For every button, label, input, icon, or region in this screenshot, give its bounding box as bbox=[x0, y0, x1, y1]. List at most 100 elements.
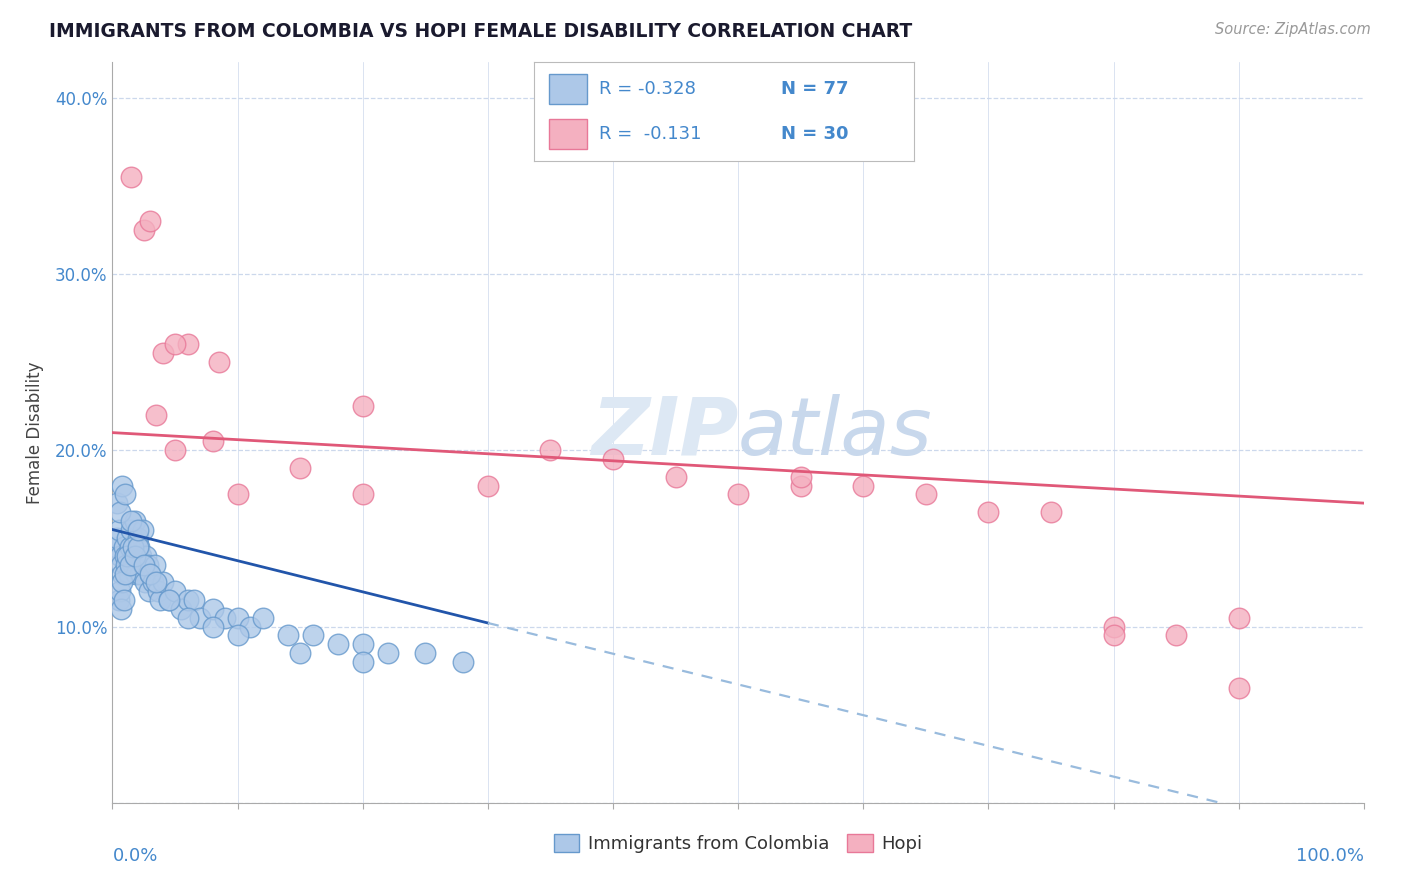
Point bbox=[129, 566, 152, 581]
Point bbox=[105, 540, 128, 554]
Point bbox=[413, 646, 436, 660]
Point bbox=[1227, 681, 1250, 696]
Point bbox=[163, 337, 186, 351]
Point bbox=[183, 593, 205, 607]
Point bbox=[120, 514, 142, 528]
Point bbox=[132, 558, 155, 572]
Point bbox=[118, 540, 141, 554]
Point bbox=[226, 628, 249, 642]
Point bbox=[114, 549, 136, 563]
Point bbox=[120, 523, 142, 537]
Point bbox=[477, 478, 499, 492]
Point bbox=[664, 469, 686, 483]
Point bbox=[727, 487, 749, 501]
Point bbox=[107, 532, 129, 546]
Point bbox=[146, 584, 169, 599]
Point bbox=[915, 487, 938, 501]
Y-axis label: Female Disability: Female Disability bbox=[25, 361, 44, 504]
Point bbox=[538, 443, 561, 458]
Point bbox=[115, 558, 138, 572]
Point bbox=[143, 558, 166, 572]
Text: 0.0%: 0.0% bbox=[112, 847, 157, 865]
Point bbox=[118, 558, 141, 572]
Point bbox=[112, 593, 135, 607]
Text: R =  -0.131: R = -0.131 bbox=[599, 125, 702, 143]
Point bbox=[112, 540, 135, 554]
Point bbox=[127, 532, 149, 546]
Point bbox=[239, 619, 262, 633]
Point bbox=[176, 610, 198, 624]
Text: R = -0.328: R = -0.328 bbox=[599, 80, 696, 98]
Point bbox=[790, 478, 813, 492]
Point bbox=[127, 523, 149, 537]
Point bbox=[114, 566, 136, 581]
Point bbox=[226, 487, 249, 501]
Point bbox=[157, 593, 180, 607]
Point bbox=[208, 355, 231, 369]
Point bbox=[163, 443, 186, 458]
Point bbox=[157, 593, 180, 607]
Text: 100.0%: 100.0% bbox=[1296, 847, 1364, 865]
Point bbox=[111, 566, 134, 581]
Point bbox=[125, 566, 148, 581]
Point bbox=[201, 619, 224, 633]
Point bbox=[176, 593, 198, 607]
Point bbox=[977, 505, 1000, 519]
Point bbox=[108, 505, 131, 519]
Point bbox=[129, 549, 152, 563]
Text: Source: ZipAtlas.com: Source: ZipAtlas.com bbox=[1215, 22, 1371, 37]
Point bbox=[170, 602, 193, 616]
Point bbox=[277, 628, 299, 642]
Point bbox=[122, 549, 145, 563]
Point bbox=[121, 558, 143, 572]
Point bbox=[138, 584, 160, 599]
FancyBboxPatch shape bbox=[550, 120, 588, 149]
Point bbox=[602, 452, 624, 467]
Point bbox=[1039, 505, 1063, 519]
Point bbox=[111, 478, 134, 492]
Point bbox=[118, 566, 141, 581]
Point bbox=[290, 646, 312, 660]
Point bbox=[301, 628, 323, 642]
Point bbox=[110, 602, 132, 616]
Point bbox=[128, 540, 150, 554]
Point bbox=[139, 214, 162, 228]
Point bbox=[152, 346, 174, 360]
Point bbox=[1164, 628, 1187, 642]
Point bbox=[201, 602, 224, 616]
Point bbox=[149, 593, 172, 607]
Point bbox=[352, 487, 374, 501]
Point bbox=[145, 408, 167, 422]
Point bbox=[131, 523, 153, 537]
Point bbox=[214, 610, 236, 624]
Point bbox=[124, 514, 146, 528]
Point bbox=[352, 655, 374, 669]
Legend: Immigrants from Colombia, Hopi: Immigrants from Colombia, Hopi bbox=[547, 827, 929, 861]
Point bbox=[451, 655, 474, 669]
Text: IMMIGRANTS FROM COLOMBIA VS HOPI FEMALE DISABILITY CORRELATION CHART: IMMIGRANTS FROM COLOMBIA VS HOPI FEMALE … bbox=[49, 22, 912, 41]
Point bbox=[226, 610, 249, 624]
Point bbox=[352, 637, 374, 651]
Point bbox=[114, 487, 136, 501]
Point bbox=[110, 558, 132, 572]
Point bbox=[1102, 619, 1125, 633]
Text: N = 77: N = 77 bbox=[782, 80, 849, 98]
Point bbox=[139, 566, 162, 581]
Point bbox=[108, 549, 131, 563]
Point bbox=[132, 223, 155, 237]
Point bbox=[152, 575, 174, 590]
Point bbox=[107, 496, 129, 510]
Point bbox=[377, 646, 399, 660]
Point bbox=[135, 549, 157, 563]
Point bbox=[124, 549, 146, 563]
Point bbox=[108, 584, 131, 599]
Point bbox=[176, 337, 198, 351]
Point bbox=[290, 461, 312, 475]
Point bbox=[136, 558, 159, 572]
Point bbox=[145, 575, 167, 590]
Point bbox=[790, 469, 813, 483]
Text: N = 30: N = 30 bbox=[782, 125, 849, 143]
Point bbox=[134, 575, 156, 590]
Point bbox=[120, 169, 142, 184]
Point bbox=[111, 575, 134, 590]
